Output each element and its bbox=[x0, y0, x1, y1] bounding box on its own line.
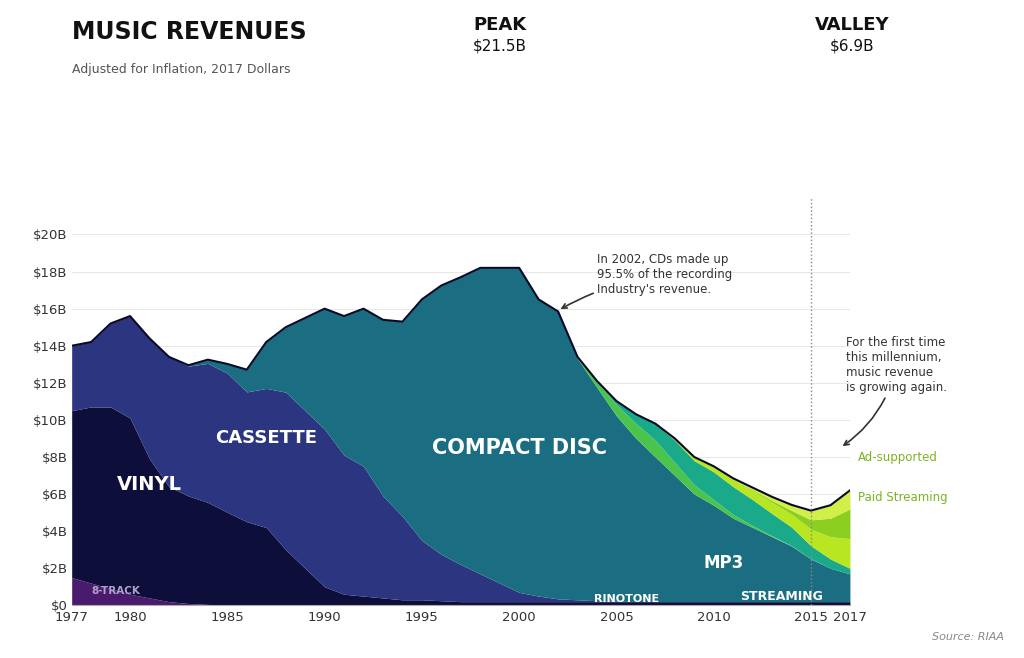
Text: Source: RIAA: Source: RIAA bbox=[932, 632, 1004, 642]
Text: PEAK: PEAK bbox=[473, 16, 526, 34]
Text: For the first time
this millennium,
music revenue
is growing again.: For the first time this millennium, musi… bbox=[844, 336, 947, 445]
Text: 8-TRACK: 8-TRACK bbox=[91, 586, 140, 596]
Text: MP3: MP3 bbox=[703, 554, 743, 572]
Text: Adjusted for Inflation, 2017 Dollars: Adjusted for Inflation, 2017 Dollars bbox=[72, 63, 290, 76]
Text: COMPACT DISC: COMPACT DISC bbox=[432, 438, 606, 458]
Text: CASSETTE: CASSETTE bbox=[215, 430, 317, 447]
Text: In 2002, CDs made up
95.5% of the recording
Industry's revenue.: In 2002, CDs made up 95.5% of the record… bbox=[562, 253, 732, 308]
Text: $6.9B: $6.9B bbox=[829, 38, 874, 53]
Text: Ad-supported: Ad-supported bbox=[858, 451, 938, 463]
Text: STREAMING: STREAMING bbox=[740, 590, 823, 603]
Text: Paid Streaming: Paid Streaming bbox=[858, 492, 947, 504]
Text: RINOTONE: RINOTONE bbox=[594, 594, 658, 604]
Text: $21.5B: $21.5B bbox=[473, 38, 526, 53]
Text: MUSIC REVENUES: MUSIC REVENUES bbox=[72, 20, 306, 43]
Text: VINYL: VINYL bbox=[117, 475, 182, 494]
Text: VALLEY: VALLEY bbox=[815, 16, 889, 34]
